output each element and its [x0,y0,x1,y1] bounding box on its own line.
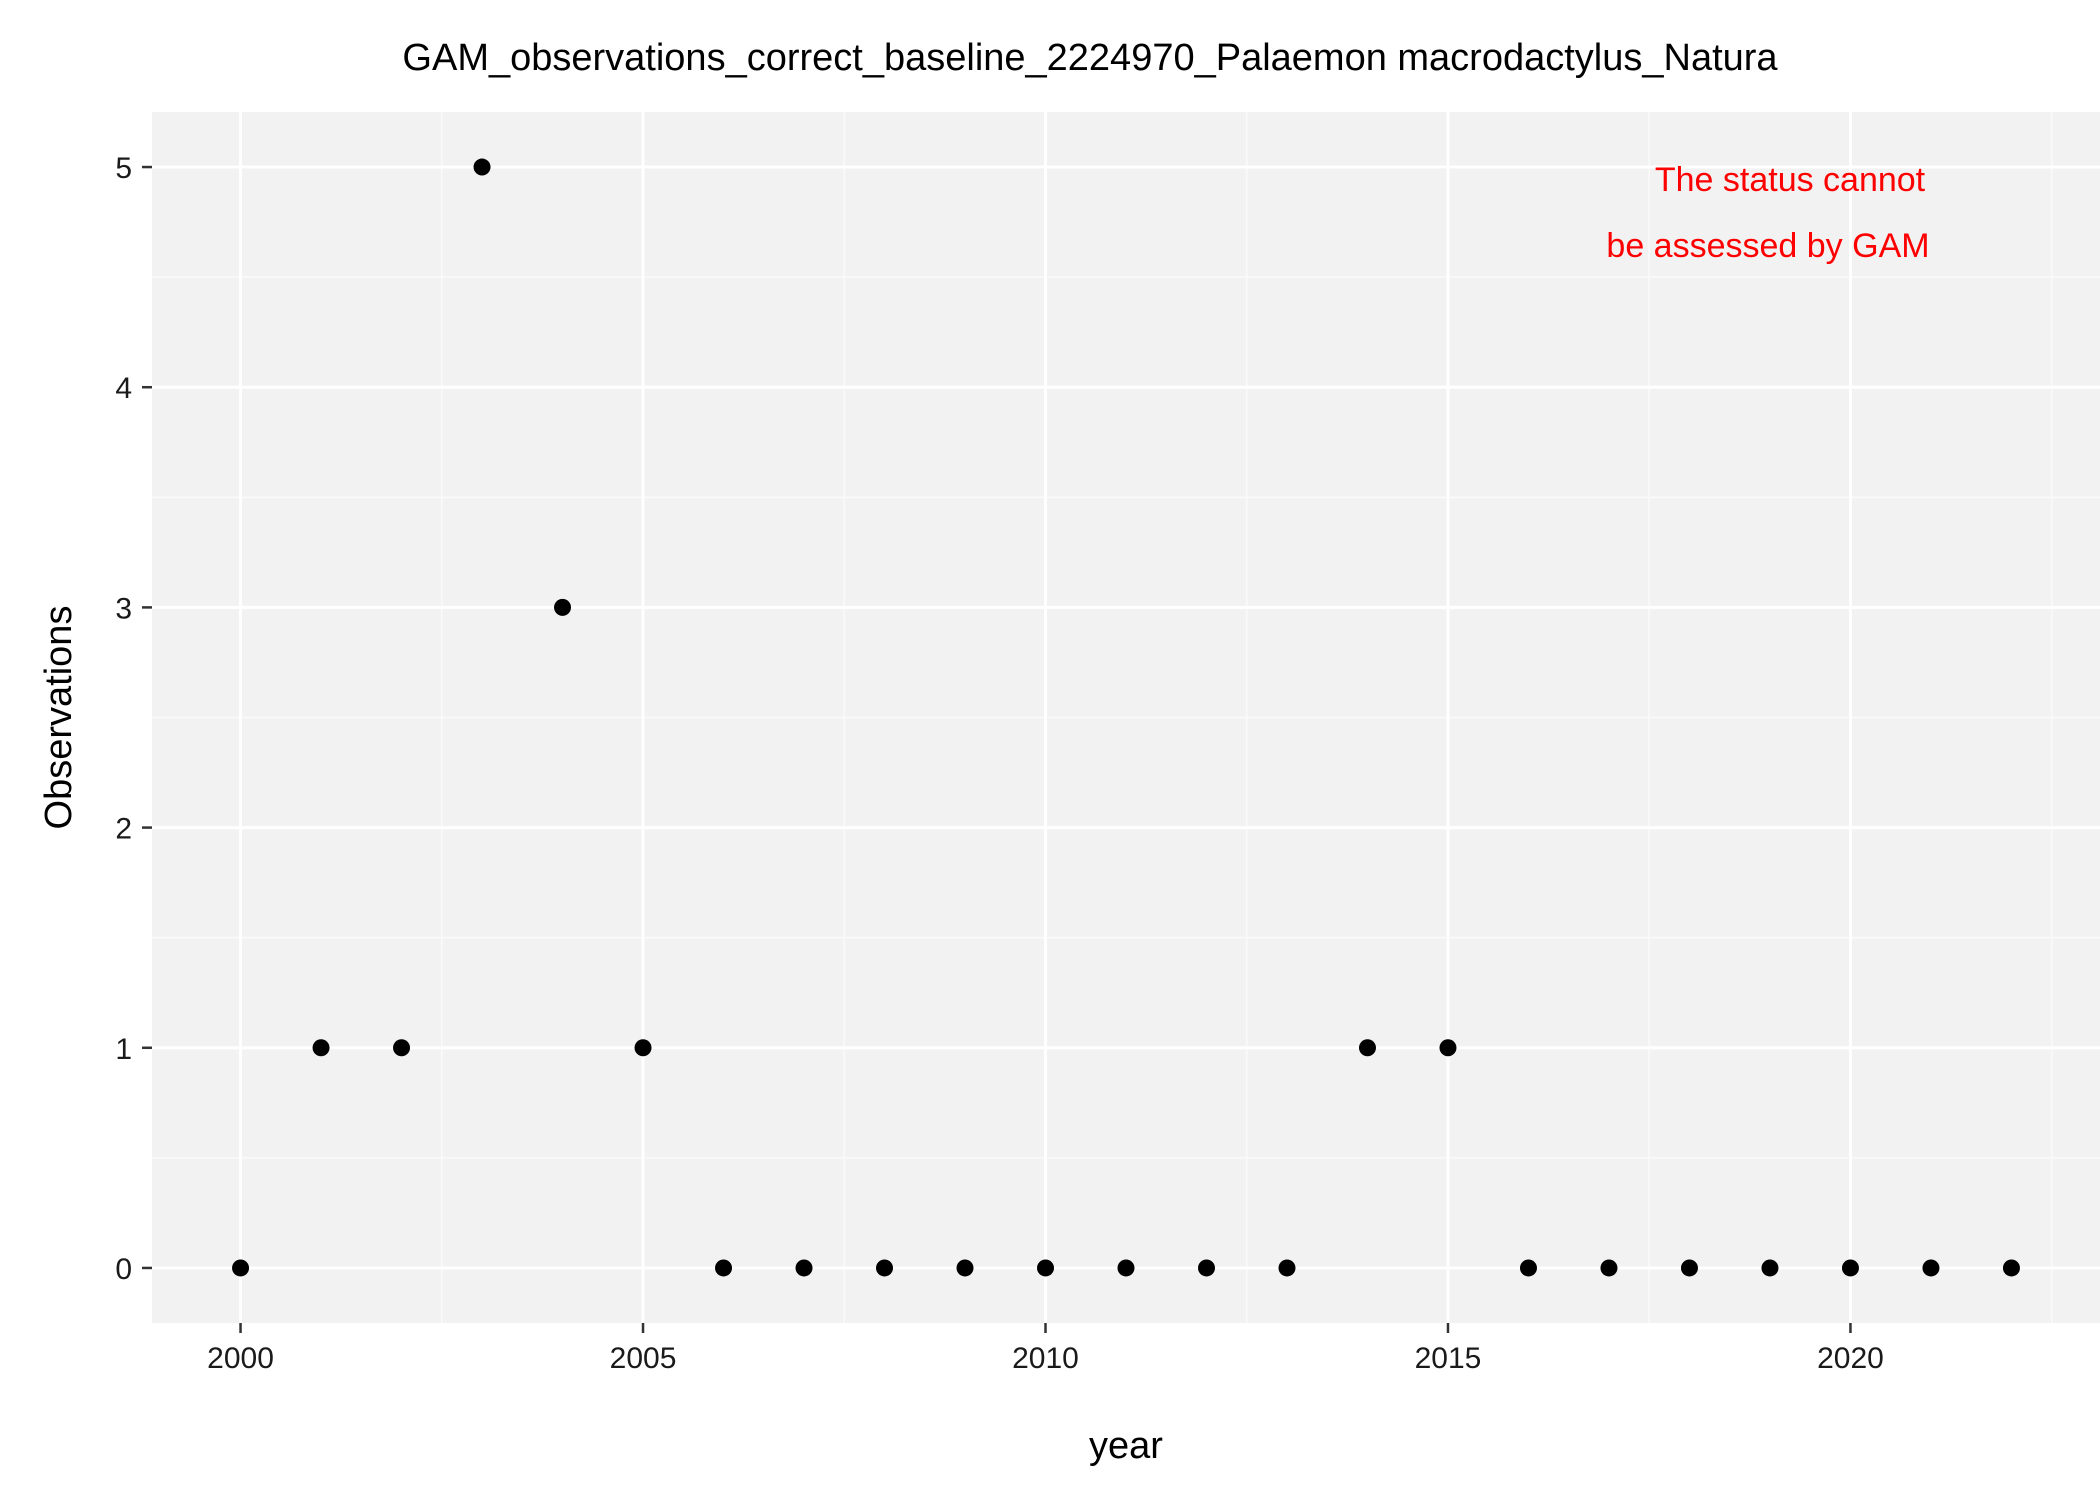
y-tick-label: 1 [115,1033,132,1066]
data-point [1037,1259,1055,1277]
data-point [473,158,491,176]
data-points [232,158,2020,1277]
x-tick-label: 2005 [610,1342,677,1375]
data-point [1197,1259,1215,1277]
data-point [1519,1259,1537,1277]
data-point [1117,1259,1135,1277]
data-point [1278,1259,1296,1277]
data-point [876,1259,894,1277]
data-point [1761,1259,1779,1277]
data-point [1439,1039,1457,1057]
y-axis-title: Observations [38,606,80,830]
data-point [1922,1259,1940,1277]
data-point [715,1259,733,1277]
data-point [232,1259,250,1277]
data-point [2002,1259,2020,1277]
y-axis: 0 1 2 3 4 5 [115,152,152,1286]
data-point [956,1259,974,1277]
data-point [1841,1259,1859,1277]
y-tick-label: 4 [115,372,132,405]
x-axis-title: year [1089,1425,1163,1467]
data-point [1680,1259,1698,1277]
x-tick-label: 2020 [1817,1342,1884,1375]
y-tick-label: 5 [115,152,132,185]
data-point [795,1259,813,1277]
data-point [554,598,572,616]
y-tick-label: 3 [115,592,132,625]
minor-gridlines [152,112,2100,1323]
data-point [634,1039,652,1057]
data-point [1600,1259,1618,1277]
x-tick-label: 2015 [1415,1342,1482,1375]
x-tick-label: 2010 [1012,1342,1079,1375]
chart-title: GAM_observations_correct_baseline_222497… [402,37,1778,79]
annotation-line-1: The status cannot [1655,161,1926,199]
x-tick-label: 2000 [207,1342,274,1375]
data-point [393,1039,411,1057]
data-point [1358,1039,1376,1057]
y-tick-label: 2 [115,813,132,846]
status-annotation: The status cannot be assessed by GAM [1606,161,1929,265]
x-axis: 2000 2005 2010 2015 2020 [207,1323,1884,1375]
annotation-line-2: be assessed by GAM [1606,227,1929,265]
y-tick-label: 0 [115,1253,132,1286]
data-point [312,1039,330,1057]
